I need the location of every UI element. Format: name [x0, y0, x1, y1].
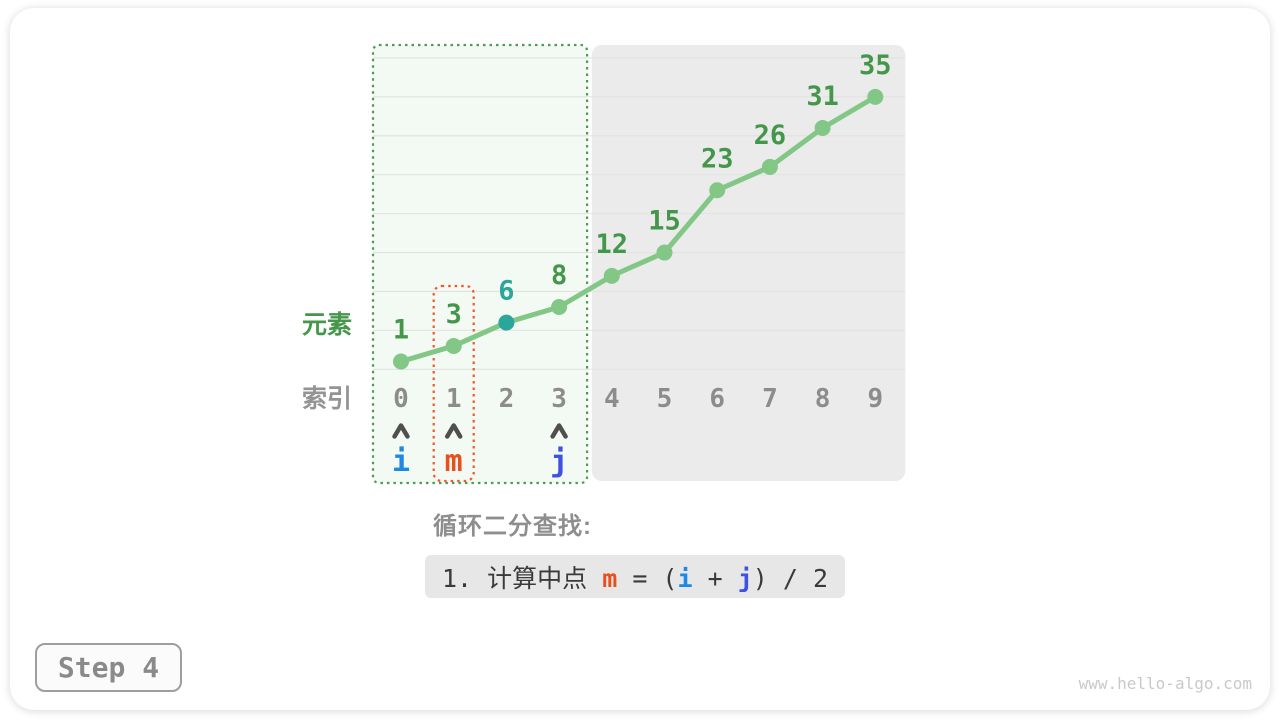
- formula-segment: j: [737, 563, 753, 593]
- value-label: 26: [754, 120, 787, 151]
- data-point: [551, 299, 568, 316]
- index-label: 4: [604, 384, 620, 414]
- data-point: [393, 353, 409, 370]
- index-label: 5: [657, 384, 673, 414]
- value-label: 35: [859, 50, 892, 81]
- formula-segment: 1. 计算中点: [442, 563, 603, 593]
- data-point: [709, 182, 726, 199]
- value-label: 3: [446, 299, 462, 330]
- data-line: [398, 94, 878, 365]
- caret-up-icon: [550, 423, 568, 439]
- value-label: 6: [498, 276, 514, 307]
- row-label-elements: 元素: [302, 311, 352, 339]
- value-label: 1: [393, 315, 409, 346]
- index-label: 2: [499, 384, 515, 414]
- data-point-highlighted: [498, 314, 515, 331]
- data-point: [445, 337, 462, 354]
- value-label: 15: [648, 206, 681, 237]
- formula-segment: = (: [617, 563, 678, 593]
- formula-segment: ) / 2: [752, 563, 829, 593]
- formula-segment: i: [677, 563, 693, 593]
- index-label: 3: [551, 384, 567, 414]
- caption-heading: 循环二分查找:: [433, 513, 592, 540]
- formula-text: 1. 计算中点 m = (i + j) / 2: [442, 559, 828, 595]
- pointer-label-j: j: [550, 444, 568, 479]
- pointer-label-i: i: [392, 444, 410, 479]
- step-badge: Step 4: [35, 643, 182, 692]
- watermark-url: www.hello-algo.com: [1078, 674, 1252, 693]
- mid-point-highlight-rect: [432, 284, 475, 483]
- index-label: 7: [762, 384, 778, 414]
- index-label: 9: [867, 384, 883, 414]
- row-label-indices: 索引: [302, 385, 352, 413]
- data-point: [814, 119, 831, 136]
- index-label: 8: [815, 384, 831, 414]
- caret-up-icon: [444, 423, 463, 439]
- value-label: 23: [701, 143, 734, 174]
- formula-segment: +: [692, 563, 738, 593]
- index-label: 1: [446, 384, 462, 414]
- excluded-range-region: [591, 45, 906, 481]
- value-label: 12: [596, 229, 629, 260]
- data-point: [867, 88, 884, 105]
- formula-box: 1. 计算中点 m = (i + j) / 2: [425, 555, 846, 598]
- formula-segment: m: [602, 563, 618, 593]
- data-point: [603, 267, 620, 284]
- data-point: [761, 158, 778, 175]
- value-label: 8: [551, 260, 567, 291]
- data-point: [656, 244, 673, 261]
- value-label: 31: [806, 81, 839, 112]
- step-badge-label: Step 4: [57, 651, 160, 684]
- index-label: 0: [393, 384, 409, 414]
- search-range-region: [371, 43, 589, 485]
- caret-up-icon: [392, 423, 410, 439]
- index-label: 6: [709, 384, 725, 414]
- pointer-label-m: m: [445, 444, 463, 479]
